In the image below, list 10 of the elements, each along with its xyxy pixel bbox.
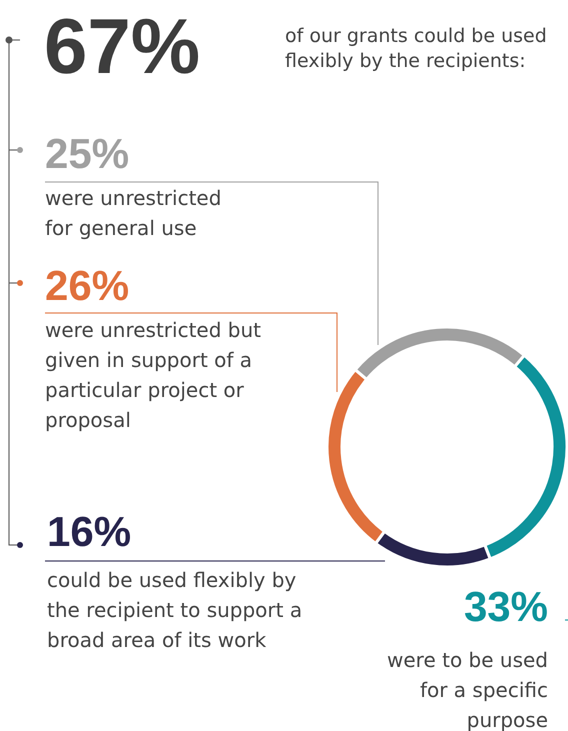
data-label: 16% [47,508,132,556]
slice-label: could be used flexibly by the recipient to support a broad area of its work [47,567,304,654]
chart-title: 67% [44,1,200,92]
slice-label: were to be used for a specific purpose [386,647,548,731]
chart-subtitle: of our grants could be used flexibly by the recipients: [285,24,548,74]
data-label: 25% [45,130,130,178]
slice-label: were unrestricted but given in support of a particular project or proposal [45,317,262,434]
data-label: 26% [45,262,130,310]
data-label: 33% [464,583,548,631]
slice-label: were unrestricted for general use [45,185,222,242]
